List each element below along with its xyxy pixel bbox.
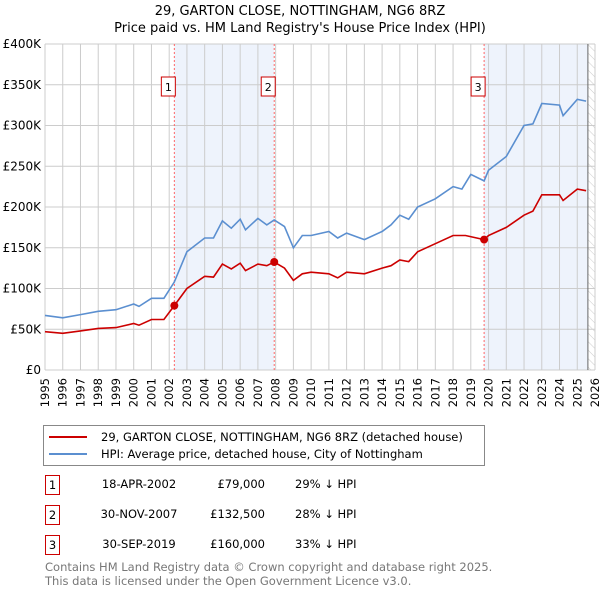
x-tick-label: 1996: [56, 378, 70, 407]
y-tick-label: £350K: [3, 78, 43, 92]
x-tick-label: 2007: [251, 378, 265, 407]
x-tick-label: 2016: [411, 378, 425, 407]
transaction-date: 30-SEP-2019: [102, 537, 176, 551]
x-tick-label: 2017: [428, 378, 442, 407]
sale-point: [480, 235, 489, 244]
legend-swatch-blue: [49, 453, 87, 455]
transaction-date: 30-NOV-2007: [100, 507, 178, 521]
sale-marker-label: 2: [265, 81, 272, 94]
legend-item-hpi: HPI: Average price, detached house, City…: [44, 446, 423, 462]
sale-point: [170, 301, 179, 310]
x-tick-label: 2018: [446, 378, 460, 407]
x-tick-label: 2002: [162, 378, 176, 407]
x-tick-label: 2022: [517, 378, 531, 407]
legend-label: 29, GARTON CLOSE, NOTTINGHAM, NG6 8RZ (d…: [101, 430, 463, 444]
x-tick-label: 2012: [340, 378, 354, 407]
legend-item-property: 29, GARTON CLOSE, NOTTINGHAM, NG6 8RZ (d…: [44, 429, 463, 445]
x-tick-label: 1998: [91, 378, 105, 407]
x-tick-label: 2020: [482, 378, 496, 407]
transaction-row: 2 30-NOV-2007 £132,500 28% ↓ HPI: [45, 505, 445, 525]
x-tick-label: 2014: [375, 378, 389, 407]
chart-plot: 1995 1996 1997 1998 1999 2000 2001 2002 2003 2004…: [3, 37, 600, 407]
chart-title: 29, GARTON CLOSE, NOTTINGHAM, NG6 8RZ: [154, 4, 446, 19]
x-tick-label: 2011: [322, 378, 336, 407]
legend-swatch-red: [49, 436, 87, 438]
transaction-number: 2: [45, 505, 60, 525]
chart-subtitle: Price paid vs. HM Land Registry's House …: [114, 21, 486, 36]
legend-label: HPI: Average price, detached house, City…: [101, 447, 423, 461]
x-tick-label: 2015: [393, 378, 407, 407]
x-tick-label: 2000: [127, 378, 141, 407]
sale-marker-box: [470, 76, 486, 97]
x-tick-label: 2008: [269, 378, 283, 407]
transaction-price: £79,000: [217, 477, 265, 491]
x-tick-label: 2021: [499, 378, 513, 407]
x-tick-label: 1997: [73, 378, 87, 407]
sale-point: [270, 258, 279, 267]
footer-copyright: Contains HM Land Registry data © Crown c…: [45, 560, 493, 574]
transaction-hpi: 29% ↓ HPI: [295, 477, 357, 491]
transaction-number: 1: [45, 475, 60, 495]
x-tick-label: 2009: [286, 378, 300, 407]
x-tick-label: 2010: [304, 378, 318, 407]
footer-licence: This data is licensed under the Open Gov…: [45, 574, 412, 588]
transaction-number: 3: [45, 535, 60, 555]
series-line: [44, 188, 587, 335]
transaction-row: 1 18-APR-2002 £79,000 29% ↓ HPI: [45, 475, 445, 495]
x-tick-label: 1995: [38, 378, 52, 407]
x-tick-label: 2005: [215, 378, 229, 407]
x-tick-label: 2013: [357, 378, 371, 407]
y-tick-label: £50K: [10, 322, 42, 336]
x-tick-label: 2026: [588, 378, 600, 407]
sale-marker-box: [160, 76, 176, 97]
x-tick-label: 2001: [144, 378, 158, 407]
y-tick-label: £400K: [3, 37, 43, 51]
y-tick-label: £250K: [3, 159, 43, 173]
x-tick-label: 1999: [109, 378, 123, 407]
transaction-hpi: 33% ↓ HPI: [295, 537, 357, 551]
sale-marker-label: 3: [475, 81, 482, 94]
transaction-hpi: 28% ↓ HPI: [295, 507, 357, 521]
x-tick-label: 2025: [570, 378, 584, 407]
y-tick-label: £100K: [3, 282, 43, 296]
y-tick-label: £0: [26, 363, 41, 377]
x-tick-label: 2006: [233, 378, 247, 407]
y-tick-label: £200K: [3, 200, 43, 214]
sale-marker-box: [260, 76, 276, 97]
sale-marker-label: 1: [165, 81, 172, 94]
series-line: [44, 98, 587, 319]
x-tick-label: 2019: [464, 378, 478, 407]
y-tick-label: £150K: [3, 241, 43, 255]
x-tick-label: 2003: [180, 378, 194, 407]
x-tick-label: 2023: [535, 378, 549, 407]
transaction-row: 3 30-SEP-2019 £160,000 33% ↓ HPI: [45, 535, 445, 555]
transaction-price: £160,000: [210, 537, 265, 551]
x-tick-label: 2004: [198, 378, 212, 407]
transaction-price: £132,500: [210, 507, 265, 521]
transaction-date: 18-APR-2002: [101, 477, 177, 491]
x-tick-label: 2024: [553, 378, 567, 407]
y-tick-label: £300K: [3, 119, 43, 133]
legend: 29, GARTON CLOSE, NOTTINGHAM, NG6 8RZ (d…: [43, 425, 485, 466]
